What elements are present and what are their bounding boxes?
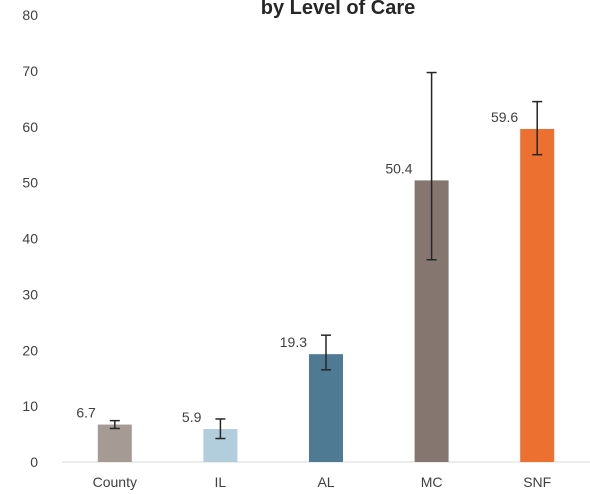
bar-snf (520, 128, 555, 463)
y-tick-label-80: 80 (22, 7, 38, 23)
category-label-snf: SNF (523, 474, 551, 490)
category-label-county: County (93, 474, 137, 490)
y-tick-label-30: 30 (22, 286, 38, 302)
bar-al (309, 354, 343, 462)
y-tick-label-70: 70 (22, 63, 38, 79)
error-bar-county (109, 419, 120, 430)
category-label-al: AL (317, 474, 334, 490)
value-label-mc: 50.4 (385, 160, 412, 176)
error-bar-snf (532, 100, 543, 156)
y-tick-label-50: 50 (22, 175, 38, 191)
value-label-county: 6.7 (76, 405, 96, 421)
category-label-il: IL (215, 474, 227, 490)
bar-county (97, 424, 132, 462)
y-tick-label-20: 20 (22, 342, 38, 358)
value-label-snf: 59.6 (491, 109, 518, 125)
y-tick-label-0: 0 (30, 454, 38, 470)
error-bar-il (215, 418, 226, 440)
error-bar-al (321, 334, 331, 371)
error-bars-group (109, 71, 543, 440)
category-labels-group: County IL AL MC SNF (93, 474, 552, 490)
bars-group (97, 128, 555, 463)
value-label-il: 5.9 (182, 409, 202, 425)
value-label-al: 19.3 (280, 334, 307, 350)
y-tick-label-40: 40 (22, 231, 38, 247)
y-tick-label-10: 10 (22, 398, 38, 414)
error-bar-mc (426, 71, 437, 261)
y-axis-ticks: 0 10 20 30 40 50 60 70 80 (22, 7, 38, 470)
chart-title: by Level of Care (261, 0, 416, 19)
category-label-mc: MC (421, 474, 443, 490)
value-labels-group: 6.7 5.9 19.3 50.4 59.6 (76, 109, 518, 425)
y-tick-label-60: 60 (22, 119, 38, 135)
